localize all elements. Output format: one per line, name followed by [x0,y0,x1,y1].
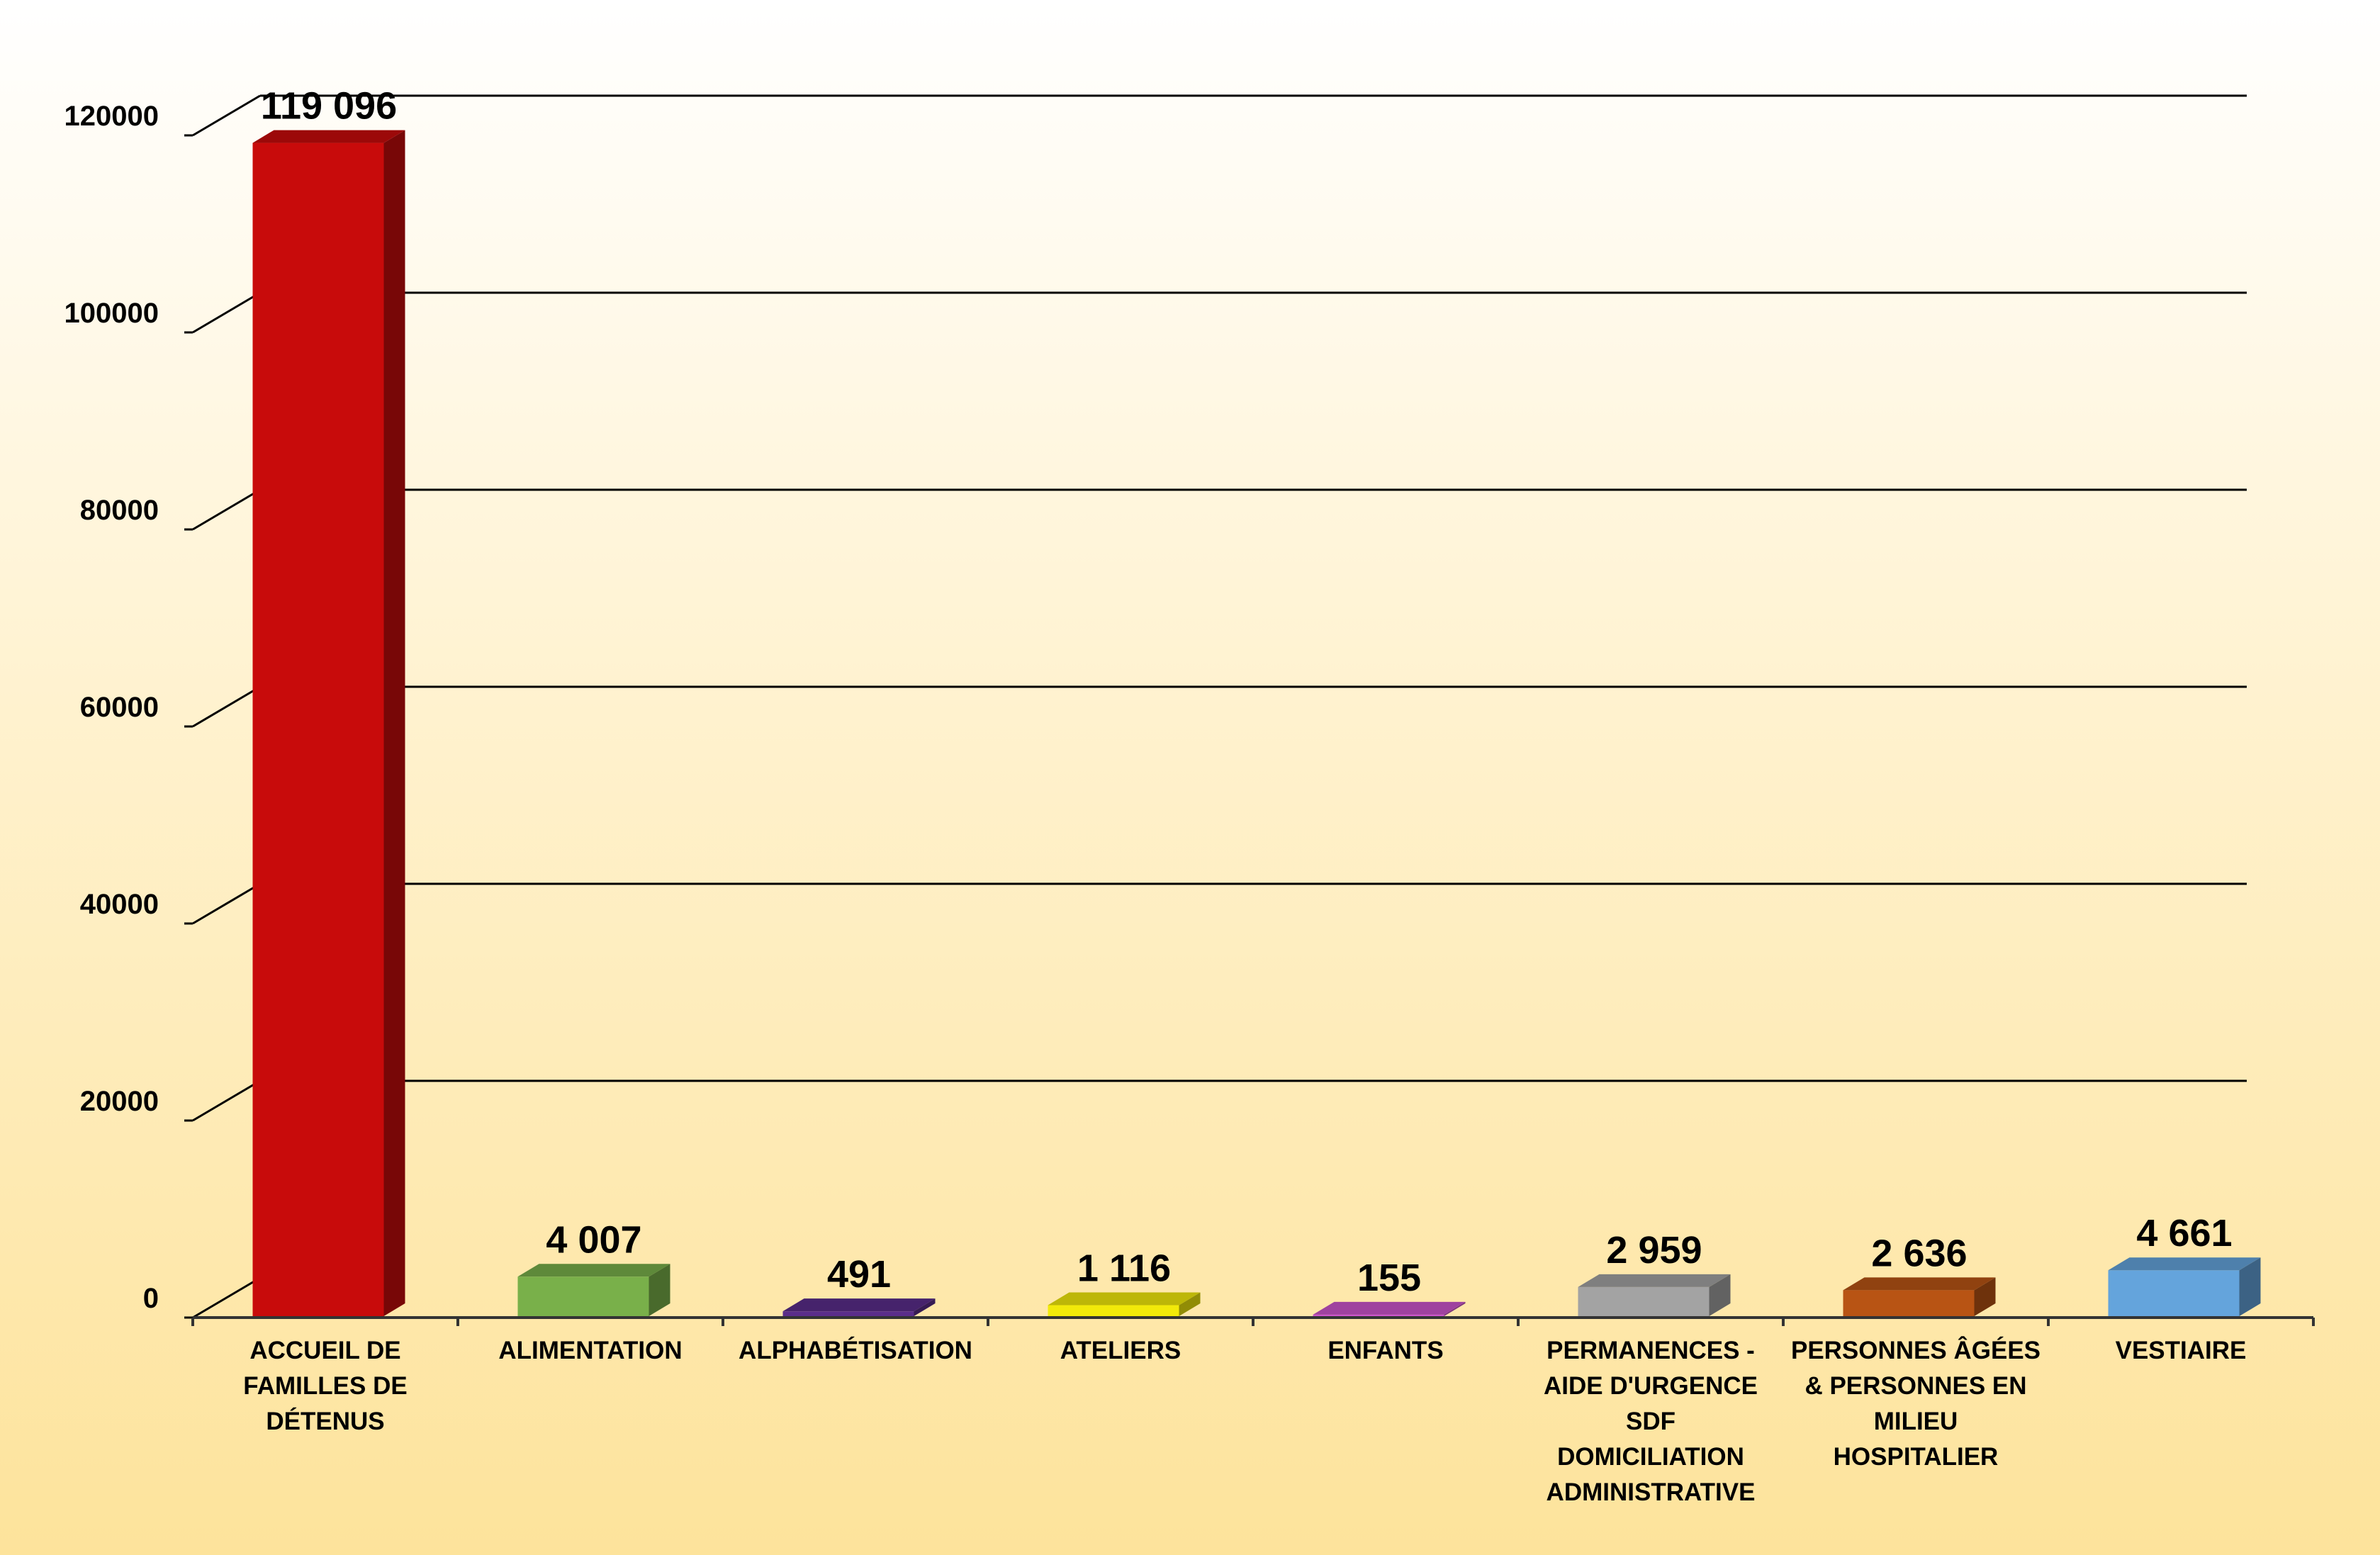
y-tick-label: 80000 [80,495,159,526]
data-label: 2 959 [1606,1229,1702,1271]
bar-side-face [2239,1257,2261,1316]
x-tick-label: PERMANENCES -AIDE D'URGENCE SDF DOMICILIAT… [1544,1337,1758,1506]
bar-top-face [1578,1274,1731,1287]
x-tick-label: ATELIERS [1060,1337,1181,1364]
bar-front-face [782,1311,914,1316]
bar [517,1264,670,1316]
gridline-diagonal [192,94,261,137]
axes [184,134,2315,1326]
gridline-diagonal [192,1276,261,1319]
y-tick-label: 100000 [64,298,159,329]
bar [1843,1277,1996,1316]
gridline-diagonal [192,1079,261,1122]
bar-side-face [914,1298,936,1316]
bar-front-face [2108,1270,2240,1316]
bar-front-face [252,142,384,1317]
bar [782,1298,936,1316]
y-tick-label: 40000 [80,889,159,920]
labels: 0 20000 40000 60000 80000 100000 120000 119 096… [64,85,2247,1506]
gridline-diagonal [192,685,261,728]
data-label: 491 [827,1253,891,1296]
bar-side-face [649,1264,670,1316]
bar-top-face [2108,1257,2261,1271]
data-label: 155 [1357,1257,1421,1299]
bar-side-face [1974,1277,1996,1316]
bar [252,130,405,1317]
bar-top-face [252,130,405,143]
gridline-diagonal [192,882,261,925]
x-tick-label: ACCUEIL DE FAMILLES DE DÉTENUS [243,1337,407,1435]
bar-front-face [1048,1305,1179,1316]
bar-front-face [1313,1314,1444,1316]
bar-top-face [1313,1301,1466,1315]
bar-side-face [1709,1274,1731,1316]
bar-side-face [383,130,405,1317]
data-label: 2 636 [1871,1232,1967,1274]
data-label: 119 096 [261,85,397,128]
x-tick-label: ALIMENTATION [498,1337,682,1364]
bar [2108,1257,2261,1316]
y-tick-label: 20000 [80,1086,159,1117]
gridline-diagonal [192,488,261,531]
y-tick-label: 60000 [80,692,159,723]
bar [1313,1301,1466,1316]
bar-side-face [1179,1292,1201,1316]
data-label: 4 007 [546,1218,641,1261]
x-tick-label: PERSONNES ÂGÉES & PERSONNES EN MILIEU HOSPI… [1791,1336,2041,1471]
bar-front-face [1578,1286,1710,1316]
bar-front-face [1843,1290,1975,1316]
bar [1048,1292,1201,1316]
y-tick-label: 120000 [64,101,159,132]
y-tick-label: 0 [143,1283,159,1314]
x-tick-label: ENFANTS [1327,1337,1443,1364]
bar-front-face [517,1276,649,1316]
bar-top-face [782,1298,936,1312]
x-tick-label: VESTIAIRE [2116,1337,2247,1364]
x-tick-label: ALPHABÉTISATION [739,1336,972,1364]
bar-top-face [1843,1277,1996,1291]
gridlines [192,94,2247,1319]
bar-top-face [1048,1292,1201,1306]
bar-side-face [1444,1301,1466,1316]
data-label: 1 116 [1077,1247,1171,1289]
bar-top-face [517,1264,670,1277]
bars [252,130,2261,1317]
gridline-diagonal [192,291,261,334]
data-label: 4 661 [2136,1212,2232,1254]
bar [1578,1274,1731,1316]
